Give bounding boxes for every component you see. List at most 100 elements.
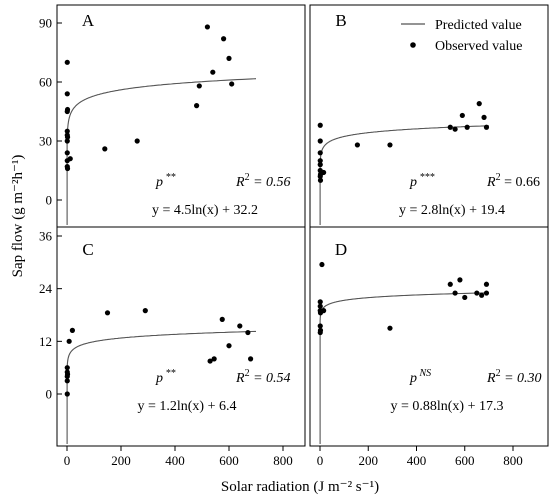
- observed-point: [319, 261, 325, 268]
- fit-curve: [66, 330, 257, 444]
- observed-point: [64, 150, 70, 156]
- observed-point: [226, 55, 232, 62]
- observed-point: [248, 356, 254, 362]
- x-tick-label: 600: [455, 453, 475, 468]
- legend-predicted-label: Predicted value: [435, 18, 522, 33]
- panel-letter: D: [335, 240, 347, 259]
- observed-point: [64, 91, 70, 97]
- observed-point: [317, 162, 323, 168]
- observed-point: [64, 365, 70, 371]
- observed-point: [317, 122, 323, 128]
- r-squared-label: R2 = 0.66: [486, 172, 540, 190]
- y-tick-label: 36: [39, 229, 53, 244]
- observed-point: [459, 112, 465, 119]
- observed-point: [226, 343, 232, 349]
- regression-equation: y = 1.2ln(x) + 6.4: [137, 399, 236, 414]
- observed-point: [317, 303, 323, 309]
- observed-point: [483, 281, 490, 287]
- observed-point: [317, 329, 323, 336]
- observed-point: [474, 290, 480, 296]
- y-tick-label: 30: [39, 134, 52, 149]
- r-squared-label: R2 = 0.30: [486, 368, 542, 386]
- p-value-label: p NS: [409, 368, 431, 386]
- observed-point: [64, 378, 70, 384]
- x-tick-label: 800: [273, 453, 293, 468]
- observed-point: [447, 124, 453, 130]
- x-tick-label: 600: [219, 453, 239, 468]
- panel-c: 0 12 24 36 0 200 400 600 800 Cp ** R2 = 0.54 y = 1.…: [39, 226, 306, 468]
- observed-point: [102, 146, 108, 152]
- x-tick-label: 800: [503, 453, 523, 468]
- regression-equation: y = 0.88ln(x) + 17.3: [390, 399, 503, 414]
- observed-point: [321, 169, 327, 176]
- y-tick-label: 60: [39, 75, 52, 90]
- observed-point: [142, 308, 148, 314]
- panels-group: 0 30 60 90 Ap ** R2 = 0.56 y = 4.5ln(x) + 32.2…: [39, 4, 549, 468]
- legend: Predicted value Observed value: [401, 18, 522, 54]
- y-tick-label: 12: [39, 334, 52, 349]
- observed-point: [64, 391, 70, 397]
- y-tick-label: 0: [46, 387, 53, 402]
- panel-letter: B: [335, 11, 346, 30]
- x-tick-label: 400: [407, 453, 427, 468]
- p-value-label: p **: [155, 368, 176, 386]
- observed-point: [219, 316, 225, 322]
- observed-point: [64, 165, 71, 172]
- panel-frame: [309, 226, 549, 447]
- y-axis-label: Sap flow (g m⁻²h⁻¹): [10, 155, 26, 278]
- observed-point: [479, 292, 485, 298]
- observed-point: [481, 114, 487, 120]
- y-tick-label: 0: [46, 193, 53, 208]
- observed-point: [476, 101, 482, 107]
- regression-equation: y = 4.5ln(x) + 32.2: [152, 203, 258, 218]
- x-tick-label: 0: [317, 453, 324, 468]
- observed-point: [194, 103, 200, 109]
- panel-frame: [56, 226, 306, 447]
- legend-observed-marker: [410, 42, 416, 48]
- panel-a: 0 30 60 90 Ap ** R2 = 0.56 y = 4.5ln(x) + 32.2: [39, 4, 306, 228]
- observed-point: [196, 83, 202, 89]
- r-squared-label: R2 = 0.54: [235, 368, 291, 386]
- observed-point: [317, 138, 323, 144]
- p-value-label: p **: [155, 172, 176, 190]
- observed-point: [317, 158, 323, 164]
- observed-point: [317, 173, 323, 179]
- observed-point: [237, 323, 243, 329]
- regression-equation: y = 2.8ln(x) + 19.4: [399, 203, 505, 218]
- observed-point: [354, 142, 360, 148]
- panel-d: 0 200 400 600 800 Dp NS R2 = 0.30 y = 0.88ln(x)…: [309, 226, 549, 468]
- observed-point: [134, 138, 140, 144]
- observed-point: [210, 69, 216, 75]
- observed-point: [452, 290, 458, 296]
- observed-point: [483, 290, 490, 296]
- observed-point: [64, 128, 70, 134]
- y-tick-label: 24: [39, 281, 53, 296]
- p-value-label: p ***: [409, 172, 435, 190]
- observed-point: [464, 124, 470, 130]
- fit-curve: [319, 292, 489, 444]
- observed-point: [207, 358, 213, 364]
- observed-point: [211, 356, 217, 362]
- x-tick-label: 400: [165, 453, 185, 468]
- observed-point: [64, 59, 70, 65]
- x-tick-label: 200: [111, 453, 131, 468]
- observed-point: [317, 323, 323, 329]
- observed-point: [317, 299, 323, 305]
- x-tick-label: 0: [64, 453, 71, 468]
- observed-point: [457, 277, 463, 283]
- observed-point: [66, 338, 72, 344]
- observed-point: [387, 142, 393, 148]
- observed-point: [64, 138, 70, 144]
- panel-frame: [56, 4, 306, 228]
- observed-point: [69, 327, 75, 333]
- panel-letter: C: [82, 240, 93, 259]
- observed-point: [245, 329, 251, 336]
- observed-point: [64, 134, 71, 140]
- legend-observed-label: Observed value: [435, 39, 522, 54]
- observed-point: [483, 124, 490, 130]
- panel-b: Bp *** R2 = 0.66 y = 2.8ln(x) + 19.4: [309, 4, 549, 228]
- observed-point: [104, 310, 111, 316]
- panel-letter: A: [82, 11, 95, 30]
- r-squared-label: R2 = 0.56: [235, 172, 291, 190]
- y-tick-label: 90: [39, 16, 52, 31]
